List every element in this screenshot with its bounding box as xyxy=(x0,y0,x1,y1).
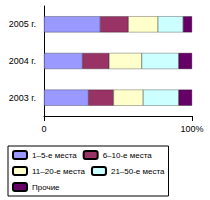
svg-text:2004 г.: 2004 г. xyxy=(9,56,36,66)
svg-text:100%: 100% xyxy=(180,124,203,134)
svg-text:6–10-е места: 6–10-е места xyxy=(103,151,153,160)
svg-text:11–20-е места: 11–20-е места xyxy=(32,167,86,176)
svg-text:Прочие: Прочие xyxy=(32,183,60,192)
svg-text:1–5-е места: 1–5-е места xyxy=(32,151,77,160)
svg-text:0: 0 xyxy=(41,124,46,134)
svg-text:2005 г.: 2005 г. xyxy=(9,19,36,29)
svg-text:21–50-е места: 21–50-е места xyxy=(111,167,165,176)
svg-text:2003 г.: 2003 г. xyxy=(9,93,36,103)
